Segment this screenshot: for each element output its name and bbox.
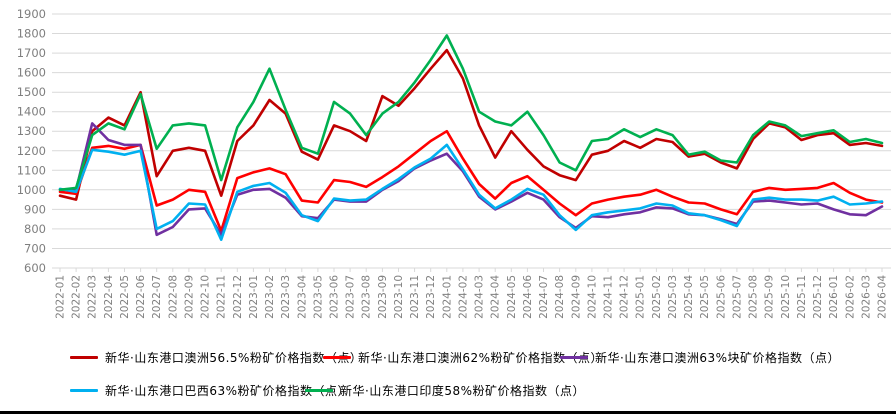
svg-text:2022-10: 2022-10 [200, 275, 212, 319]
svg-text:2022-11: 2022-11 [216, 275, 228, 319]
svg-text:2025-05: 2025-05 [699, 275, 711, 319]
svg-text:2024-08: 2024-08 [554, 275, 566, 319]
legend-label: 新华·山东港口印度58%粉矿价格指数（点） [340, 384, 585, 398]
legend-item-au-63-lump: 新华·山东港口澳洲63%块矿价格指数（点） [560, 349, 840, 366]
svg-text:2022-07: 2022-07 [151, 275, 163, 319]
svg-text:2025-02: 2025-02 [651, 275, 663, 319]
svg-text:1500: 1500 [17, 85, 46, 99]
svg-text:2025-12: 2025-12 [812, 275, 824, 319]
svg-text:2023-02: 2023-02 [264, 275, 276, 319]
svg-text:2023-07: 2023-07 [345, 275, 357, 319]
svg-text:2022-08: 2022-08 [167, 275, 179, 319]
legend-item-au-62-fines: 新华·山东港口澳洲62%粉矿价格指数（点） [323, 349, 603, 366]
svg-text:2024-06: 2024-06 [522, 275, 534, 319]
legend-line-swatch [323, 356, 351, 359]
svg-text:2026-03: 2026-03 [860, 275, 872, 319]
legend-item-in-58-fines: 新华·山东港口印度58%粉矿价格指数（点） [305, 382, 585, 399]
legend-line-swatch [70, 356, 98, 359]
legend-item-br-63-fines: 新华·山东港口巴西63%粉矿价格指数（点） [70, 382, 350, 399]
price-index-line-chart: 600 700 800 900 1000 1100 1200 1300 1400 1500 1600… [17, 7, 891, 319]
svg-text:2022-05: 2022-05 [119, 275, 131, 319]
svg-text:1200: 1200 [17, 144, 46, 158]
svg-text:2022-03: 2022-03 [87, 275, 99, 319]
svg-text:2024-05: 2024-05 [506, 275, 518, 319]
svg-text:800: 800 [24, 222, 46, 236]
svg-text:1700: 1700 [17, 46, 46, 60]
svg-text:2022-01: 2022-01 [55, 275, 67, 319]
svg-text:2022-02: 2022-02 [71, 275, 83, 319]
legend-label: 新华·山东港口巴西63%粉矿价格指数（点） [105, 384, 350, 398]
svg-text:2025-08: 2025-08 [748, 275, 760, 319]
svg-text:2023-05: 2023-05 [312, 275, 324, 319]
svg-text:2025-09: 2025-09 [764, 275, 776, 319]
legend-line-swatch [305, 389, 333, 392]
svg-text:600: 600 [24, 261, 46, 275]
svg-text:2026-01: 2026-01 [828, 275, 840, 319]
svg-text:2023-12: 2023-12 [425, 275, 437, 319]
svg-text:2024-01: 2024-01 [441, 275, 453, 319]
svg-text:2024-11: 2024-11 [603, 275, 615, 319]
svg-text:2022-12: 2022-12 [232, 275, 244, 319]
svg-text:2026-04: 2026-04 [877, 275, 889, 319]
svg-text:2023-11: 2023-11 [409, 275, 421, 319]
svg-text:2022-04: 2022-04 [103, 275, 115, 319]
legend-item-au-56-5-fines: 新华·山东港口澳洲56.5%粉矿价格指数（点） [70, 349, 362, 366]
svg-text:2024-07: 2024-07 [538, 275, 550, 319]
svg-text:2026-02: 2026-02 [844, 275, 856, 319]
legend-label: 新华·山东港口澳洲56.5%粉矿价格指数（点） [105, 351, 363, 365]
svg-text:1000: 1000 [17, 183, 46, 197]
legend-line-swatch [560, 356, 588, 359]
svg-text:2023-10: 2023-10 [393, 275, 405, 319]
svg-text:2025-11: 2025-11 [796, 275, 808, 319]
svg-text:700: 700 [24, 242, 46, 256]
svg-text:2024-10: 2024-10 [586, 275, 598, 319]
svg-text:1900: 1900 [17, 7, 46, 21]
svg-text:900: 900 [24, 202, 46, 216]
svg-text:2025-06: 2025-06 [715, 275, 727, 319]
svg-text:2025-01: 2025-01 [635, 275, 647, 319]
svg-text:1800: 1800 [17, 27, 46, 41]
svg-text:2025-03: 2025-03 [667, 275, 679, 319]
svg-text:2022-06: 2022-06 [135, 275, 147, 319]
svg-text:2023-08: 2023-08 [361, 275, 373, 319]
svg-text:2023-01: 2023-01 [248, 275, 260, 319]
svg-text:2024-02: 2024-02 [457, 275, 469, 319]
svg-text:2023-04: 2023-04 [296, 275, 308, 319]
svg-text:1400: 1400 [17, 105, 46, 119]
svg-text:1600: 1600 [17, 66, 46, 80]
svg-text:2024-12: 2024-12 [619, 275, 631, 319]
svg-text:2024-09: 2024-09 [570, 275, 582, 319]
svg-text:2023-03: 2023-03 [280, 275, 292, 319]
svg-text:2023-09: 2023-09 [377, 275, 389, 319]
svg-text:1100: 1100 [17, 163, 46, 177]
svg-text:2024-03: 2024-03 [474, 275, 486, 319]
legend-label: 新华·山东港口澳洲62%粉矿价格指数（点） [358, 351, 603, 365]
legend-line-swatch [70, 389, 98, 392]
svg-text:1300: 1300 [17, 124, 46, 138]
svg-text:2025-10: 2025-10 [780, 275, 792, 319]
legend-label: 新华·山东港口澳洲63%块矿价格指数（点） [595, 351, 840, 365]
svg-text:2023-06: 2023-06 [329, 275, 341, 319]
svg-text:2025-07: 2025-07 [731, 275, 743, 319]
svg-text:2025-04: 2025-04 [683, 275, 695, 319]
svg-text:2022-09: 2022-09 [183, 275, 195, 319]
svg-text:2024-04: 2024-04 [490, 275, 502, 319]
